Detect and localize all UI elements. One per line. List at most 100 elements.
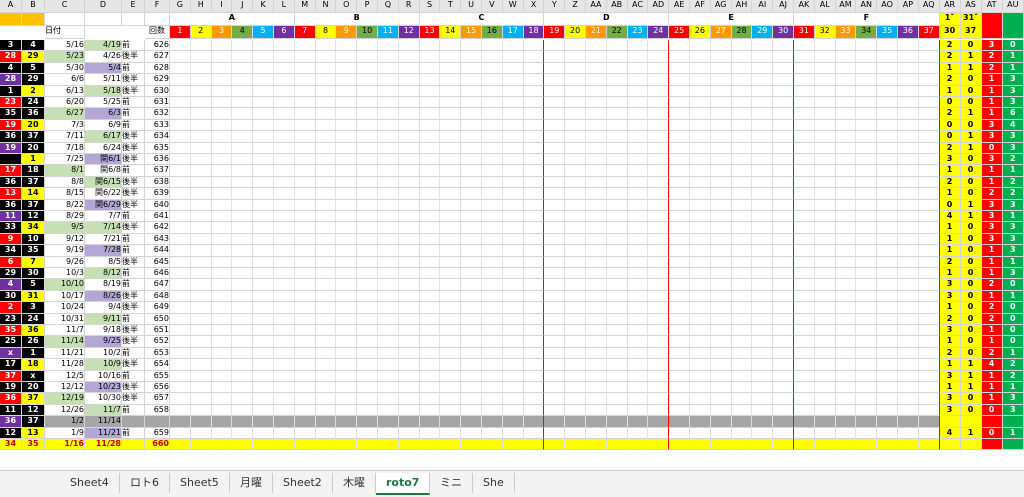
sheet-tab[interactable]: 木曜: [333, 473, 376, 493]
grid-cell: [835, 290, 857, 303]
grid-cell: [752, 154, 774, 166]
grid-cell: [211, 382, 233, 394]
number-header: 29: [752, 26, 774, 39]
sheet-tab[interactable]: ミニ: [430, 473, 473, 493]
grid-cell: [606, 222, 628, 234]
grid-cell: [253, 233, 274, 246]
grid-cell: [690, 142, 711, 154]
grid-cell: [814, 404, 836, 417]
grid-cell: [294, 188, 316, 200]
grid-cell: [794, 74, 815, 86]
sheet-tab[interactable]: ロト6: [120, 473, 170, 493]
grid-cell: [315, 188, 337, 200]
grid-cell: [898, 336, 919, 348]
cell-b: 24: [22, 97, 45, 109]
grid-cell: [211, 165, 233, 177]
number-header: 13: [419, 26, 441, 39]
grid-cell: [274, 85, 295, 97]
grid-cell: [502, 222, 524, 234]
cell-b: 31: [22, 290, 45, 303]
grid-cell: [461, 416, 482, 428]
grid-cell: [253, 416, 274, 428]
grid-cell: [648, 359, 670, 371]
number-header: 7: [294, 26, 316, 39]
grid-cell: [877, 131, 898, 143]
grid-cell: [357, 40, 378, 52]
grid-cell: [627, 359, 649, 371]
grid-cell: [794, 268, 815, 280]
sheet-tab[interactable]: roto7: [376, 473, 431, 495]
grid-cell: [357, 119, 378, 132]
grid-cell: [482, 85, 503, 97]
grid-cell: [544, 176, 566, 189]
grid-cell: [544, 439, 566, 451]
column-header: AS: [960, 0, 982, 13]
grid-cell: [482, 393, 503, 405]
sheet-tab[interactable]: Sheet4: [60, 473, 120, 493]
count: 3: [981, 40, 1003, 52]
date-c: 11/14: [45, 336, 85, 348]
grid-cell: [856, 165, 878, 177]
count: 3: [1002, 233, 1024, 246]
grid-cell: [586, 404, 607, 417]
grid-cell: [731, 211, 753, 223]
grid-cell: [523, 199, 545, 211]
grid-cell: [877, 51, 898, 63]
as-sub: 37: [960, 26, 982, 39]
grid-cell: [877, 382, 898, 394]
date-c: 9/5: [45, 222, 85, 234]
grid-cell: [315, 439, 337, 451]
grid-cell: [502, 131, 524, 143]
grid-cell: [856, 40, 878, 52]
grid-cell: [731, 416, 753, 428]
grid-cell: [731, 188, 753, 200]
grid-cell: [440, 268, 462, 280]
grid-cell: [814, 119, 836, 132]
grid-cell: [814, 51, 836, 63]
sheet-tab[interactable]: 月曜: [230, 473, 273, 493]
half: 後半: [122, 85, 145, 97]
grid-cell: [918, 199, 940, 211]
grid-cell: [357, 222, 378, 234]
grid-cell: [690, 131, 711, 143]
grid-cell: [440, 97, 462, 109]
cell-a: 1: [0, 85, 22, 97]
grid-cell: [586, 336, 607, 348]
grid-cell: [752, 211, 774, 223]
grid-cell: [856, 85, 878, 97]
grid-cell: [773, 222, 794, 234]
grid-cell: [274, 62, 295, 75]
count: 3: [1002, 268, 1024, 280]
grid-cell: [877, 85, 898, 97]
grid-cell: [690, 416, 711, 428]
grid-cell: [482, 97, 503, 109]
grid-cell: [918, 211, 940, 223]
grid-cell: [710, 245, 732, 257]
grid-cell: [419, 85, 441, 97]
grid-cell: [523, 233, 545, 246]
sheet-tab[interactable]: Sheet2: [273, 473, 333, 493]
grid-cell: [544, 97, 566, 109]
grid-cell: [690, 176, 711, 189]
grid-cell: [357, 188, 378, 200]
grid-cell: [440, 108, 462, 120]
grid-cell: [315, 176, 337, 189]
grid-cell: [274, 245, 295, 257]
grid-cell: [544, 404, 566, 417]
grid-cell: [523, 336, 545, 348]
date-c: 5/30: [45, 62, 85, 75]
grid-cell: [835, 404, 857, 417]
grid-cell: [690, 85, 711, 97]
grid-cell: [752, 393, 774, 405]
grid-cell: [773, 290, 794, 303]
sheet-tab[interactable]: Sheet5: [170, 473, 230, 493]
grid-cell: [586, 325, 607, 337]
column-header: AT: [981, 0, 1003, 13]
count: 1: [981, 256, 1003, 268]
grid-cell: [918, 439, 940, 451]
count: 6: [1002, 108, 1024, 120]
sheet-tab[interactable]: She: [473, 473, 515, 493]
grid-cell: [378, 211, 399, 223]
column-header: P: [357, 0, 378, 13]
grid-cell: [773, 268, 794, 280]
